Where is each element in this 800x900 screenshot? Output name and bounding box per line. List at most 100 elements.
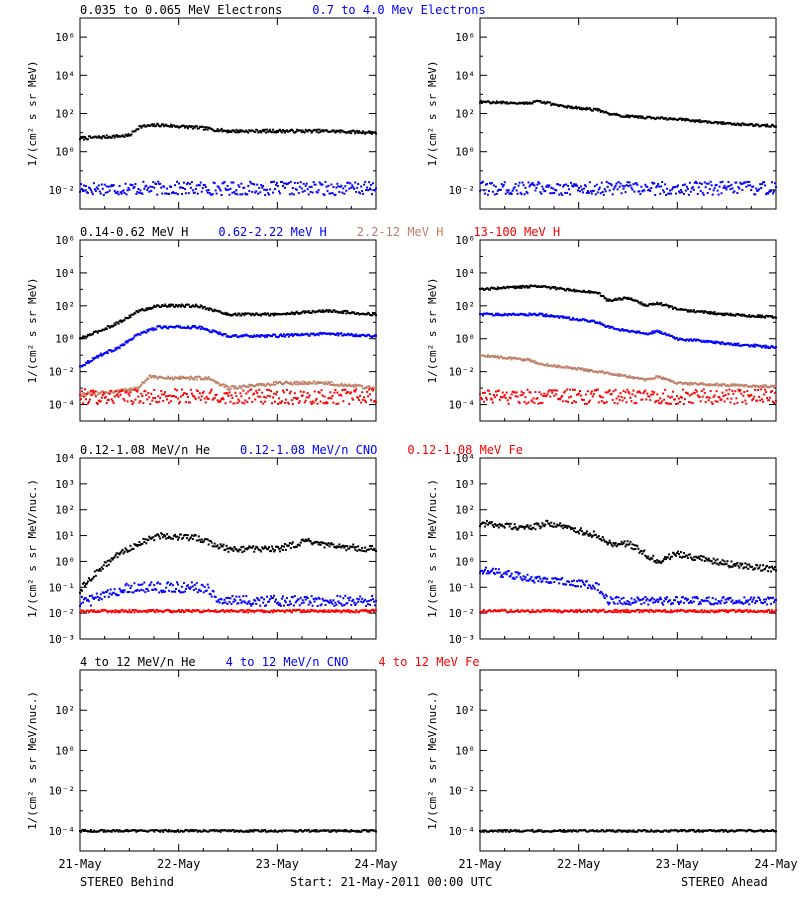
data-point bbox=[298, 608, 301, 611]
data-point bbox=[362, 601, 365, 604]
data-point bbox=[91, 389, 94, 392]
data-point bbox=[119, 610, 122, 613]
data-point bbox=[101, 187, 104, 190]
data-point bbox=[139, 333, 142, 336]
data-point bbox=[127, 186, 130, 189]
data-point bbox=[352, 398, 355, 401]
data-point bbox=[207, 189, 210, 192]
data-point bbox=[90, 609, 93, 612]
data-point bbox=[680, 191, 683, 194]
data-point bbox=[233, 402, 236, 405]
data-point bbox=[331, 602, 334, 605]
data-point bbox=[649, 558, 652, 561]
data-point bbox=[204, 401, 207, 404]
data-point bbox=[594, 193, 597, 196]
data-point bbox=[712, 342, 715, 345]
data-point bbox=[264, 194, 267, 197]
data-point bbox=[370, 183, 373, 186]
data-point bbox=[659, 375, 662, 378]
data-point bbox=[293, 392, 296, 395]
data-point bbox=[189, 586, 192, 589]
data-point bbox=[723, 383, 726, 386]
data-point bbox=[256, 334, 259, 337]
data-point bbox=[164, 590, 167, 593]
data-point bbox=[368, 548, 371, 551]
data-point bbox=[718, 341, 721, 344]
data-point bbox=[190, 581, 193, 584]
data-point bbox=[265, 313, 268, 316]
data-point bbox=[701, 395, 704, 398]
data-point bbox=[345, 189, 348, 192]
data-point bbox=[142, 589, 145, 592]
data-point bbox=[130, 611, 133, 614]
data-point bbox=[115, 133, 118, 136]
data-point bbox=[363, 600, 366, 603]
data-point bbox=[224, 601, 227, 604]
data-point bbox=[520, 286, 523, 289]
data-point bbox=[278, 602, 281, 605]
data-point bbox=[510, 358, 513, 361]
data-point bbox=[91, 193, 94, 196]
data-point bbox=[731, 389, 734, 392]
data-point bbox=[243, 186, 246, 189]
series-1 bbox=[79, 532, 377, 594]
data-point bbox=[224, 311, 227, 314]
data-point bbox=[598, 109, 601, 112]
data-point bbox=[760, 316, 763, 319]
data-point bbox=[249, 180, 252, 183]
data-point bbox=[148, 307, 151, 310]
data-point bbox=[83, 189, 86, 192]
data-point bbox=[112, 324, 115, 327]
data-point bbox=[347, 597, 350, 600]
data-point bbox=[660, 301, 663, 304]
data-point bbox=[620, 396, 623, 399]
data-point bbox=[94, 356, 97, 359]
data-point bbox=[213, 610, 216, 613]
data-point bbox=[216, 128, 219, 131]
data-point bbox=[234, 131, 237, 134]
data-point bbox=[220, 598, 223, 601]
data-point bbox=[578, 390, 581, 393]
data-point bbox=[741, 313, 744, 316]
data-point bbox=[568, 188, 571, 191]
data-point bbox=[259, 549, 262, 552]
data-point bbox=[256, 391, 259, 394]
data-point bbox=[757, 123, 760, 126]
data-point bbox=[579, 185, 582, 188]
data-point bbox=[329, 599, 332, 602]
data-point bbox=[150, 189, 153, 192]
data-point bbox=[117, 395, 120, 398]
data-point bbox=[104, 191, 107, 194]
data-point bbox=[608, 539, 611, 542]
data-point bbox=[120, 192, 123, 195]
data-point bbox=[675, 402, 678, 405]
data-point bbox=[315, 609, 318, 612]
data-point bbox=[85, 392, 88, 395]
data-point bbox=[480, 313, 483, 316]
data-point bbox=[366, 313, 369, 316]
data-point bbox=[227, 385, 230, 388]
row-title-1: 0.035 to 0.065 MeV Electrons 0.7 to 4.0 M… bbox=[80, 3, 486, 17]
data-point bbox=[266, 388, 269, 391]
data-point bbox=[532, 526, 535, 529]
y-tick-label: 10⁻² bbox=[49, 366, 76, 379]
data-point bbox=[121, 548, 124, 551]
data-point bbox=[282, 182, 285, 185]
data-point bbox=[162, 611, 165, 614]
data-point bbox=[250, 182, 253, 185]
data-point bbox=[141, 192, 144, 195]
data-point bbox=[534, 313, 537, 316]
data-point bbox=[151, 185, 154, 188]
data-point bbox=[605, 299, 608, 302]
data-point bbox=[185, 183, 188, 186]
data-point bbox=[304, 399, 307, 402]
data-point bbox=[747, 124, 750, 127]
data-point bbox=[185, 537, 188, 540]
data-point bbox=[190, 125, 193, 128]
data-point bbox=[163, 305, 166, 308]
data-point bbox=[655, 561, 658, 564]
data-point bbox=[316, 604, 319, 607]
data-point bbox=[264, 312, 267, 315]
data-point bbox=[707, 182, 710, 185]
data-point bbox=[353, 187, 356, 190]
